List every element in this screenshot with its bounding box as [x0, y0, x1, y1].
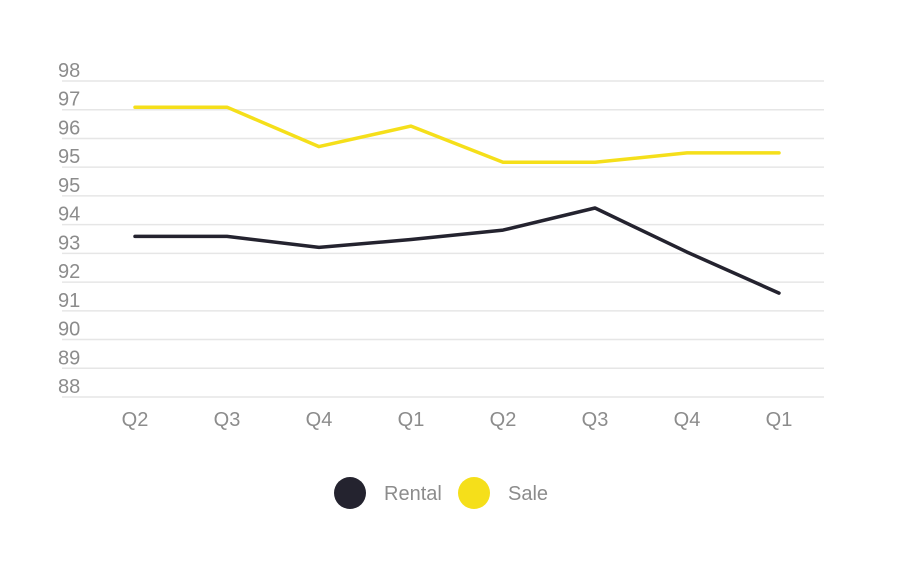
y-tick-label: 95 [58, 175, 80, 197]
y-tick-label: 96 [58, 117, 80, 139]
x-tick-label: Q3 [214, 409, 241, 431]
y-tick-label: 95 [58, 146, 80, 168]
x-tick-label: Q1 [766, 409, 793, 431]
legend-marker-sale [458, 477, 490, 509]
x-tick-label: Q3 [582, 409, 609, 431]
series-line-rental [133, 206, 781, 295]
grid-lines [62, 80, 824, 398]
y-tick-label: 93 [58, 232, 80, 254]
series-line-sale [133, 105, 781, 165]
series-lines [133, 105, 781, 295]
y-axis-tick-labels: 98 97 96 95 95 94 93 92 91 90 89 88 [58, 60, 80, 398]
y-tick-label: 92 [58, 261, 80, 283]
legend-marker-rental [334, 477, 366, 509]
y-tick-label: 88 [58, 376, 80, 398]
y-tick-label: 94 [58, 204, 80, 226]
x-axis-tick-labels: Q2 Q3 Q4 Q1 Q2 Q3 Q4 Q1 [122, 409, 793, 431]
legend: Rental Sale [334, 477, 548, 509]
y-tick-label: 97 [58, 89, 80, 111]
x-tick-label: Q4 [306, 409, 333, 431]
legend-label-rental: Rental [384, 483, 442, 505]
x-tick-label: Q2 [490, 409, 517, 431]
y-tick-label: 98 [58, 60, 80, 82]
y-tick-label: 91 [58, 290, 80, 312]
legend-label-sale: Sale [508, 483, 548, 505]
y-tick-label: 89 [58, 347, 80, 369]
y-tick-label: 90 [58, 319, 80, 341]
x-tick-label: Q1 [398, 409, 425, 431]
x-tick-label: Q4 [674, 409, 701, 431]
x-tick-label: Q2 [122, 409, 149, 431]
